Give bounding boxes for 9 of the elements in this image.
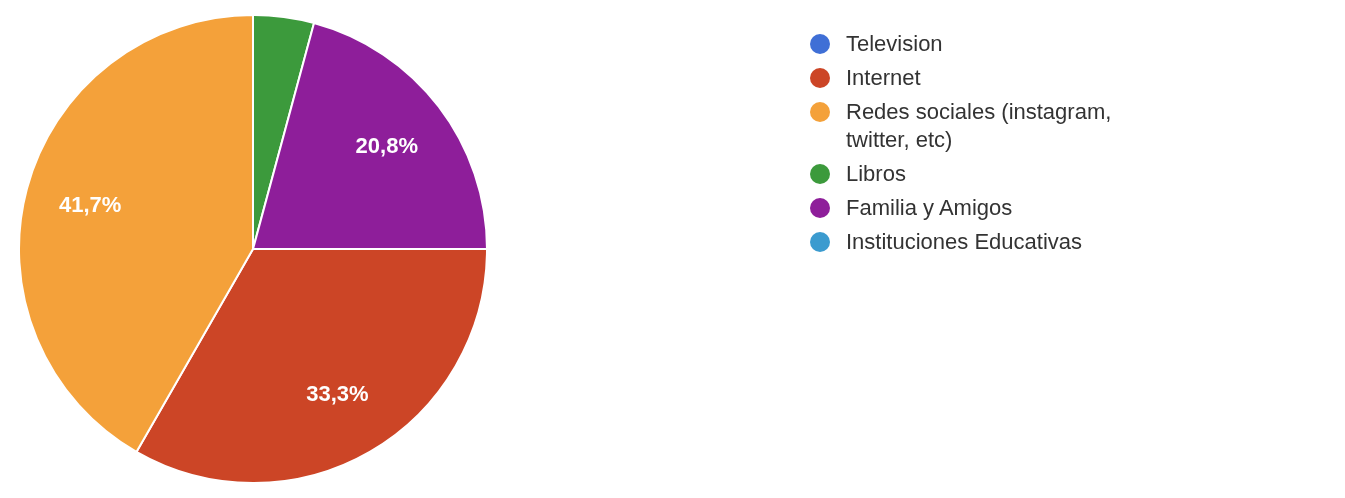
data-label: 41,7%: [59, 191, 122, 217]
legend-label: Internet: [846, 64, 922, 92]
data-label: 33,3%: [306, 380, 369, 406]
legend-label: Familia y Amigos: [846, 194, 1014, 222]
legend-label: Redes sociales (instagram, twitter, etc): [846, 98, 1113, 154]
legend-label: Television: [846, 30, 944, 58]
data-label: 20,8%: [355, 132, 418, 158]
legend-label: Libros: [846, 160, 907, 188]
legend-label: Instituciones Educativas: [846, 228, 1084, 256]
